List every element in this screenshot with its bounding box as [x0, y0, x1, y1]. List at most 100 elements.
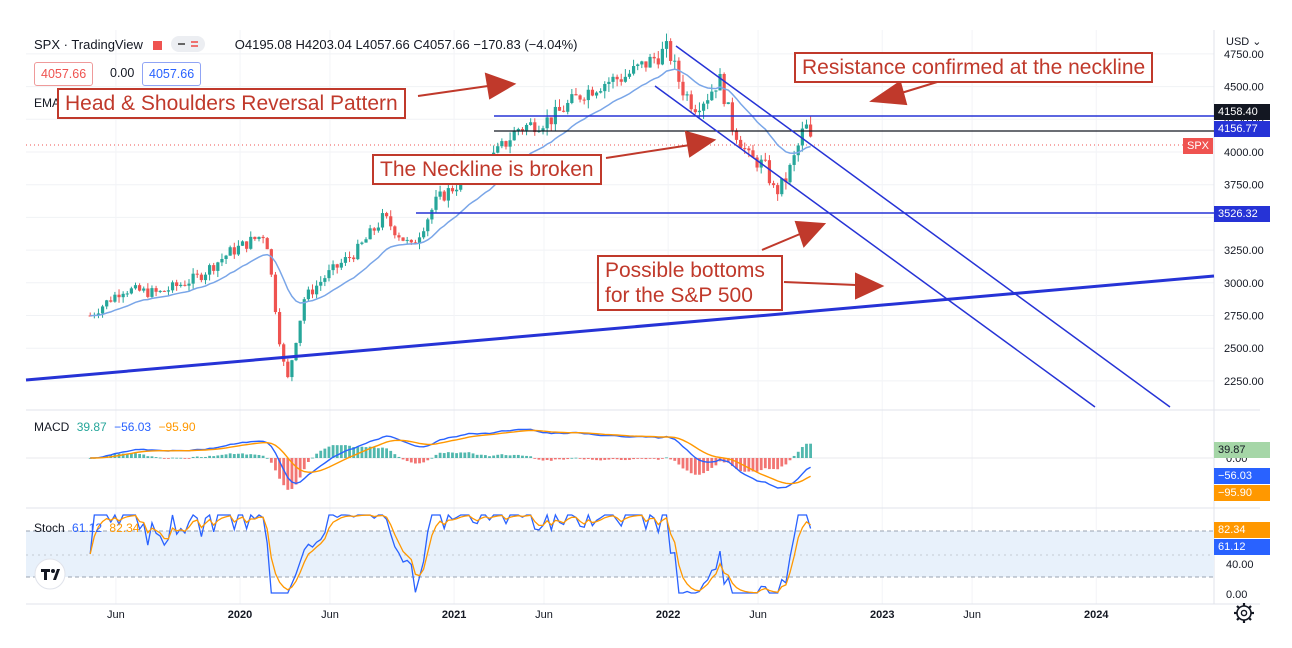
candle-body: [574, 94, 578, 96]
candle-body: [788, 164, 792, 183]
candle-body: [524, 124, 529, 131]
candle-body: [545, 117, 549, 129]
buy-price-box[interactable]: 4057.66: [142, 62, 202, 86]
candle-body: [216, 262, 220, 271]
sell-price-box[interactable]: 4057.66: [34, 62, 94, 86]
macd-hist-bar: [158, 457, 162, 459]
macd-hist-bar: [784, 458, 788, 465]
candle-body: [743, 148, 747, 150]
macd-hist-bar: [768, 458, 771, 470]
candle-body: [384, 213, 389, 217]
candle-body: [368, 228, 372, 240]
currency-selector[interactable]: USD ⌄: [1226, 35, 1262, 48]
macd-hist-bar: [726, 458, 730, 463]
candle-body: [496, 146, 500, 153]
candle-body: [393, 226, 397, 236]
price-tag-neckline: 4156.77: [1214, 121, 1270, 137]
candle-body: [125, 293, 129, 295]
candle-body: [158, 290, 162, 292]
macd-hist-bar: [751, 458, 755, 472]
candle-body: [339, 262, 343, 268]
macd-hist-bar: [269, 458, 273, 463]
arrowhead-resistance: [869, 80, 908, 106]
candle-body: [228, 247, 232, 256]
candle-body: [166, 290, 171, 292]
square-dot-icon[interactable]: [152, 38, 162, 53]
candle-body: [129, 288, 133, 294]
macd-hist-bar: [319, 450, 323, 458]
y-tick-label: 2250.00: [1224, 376, 1264, 388]
macd-hist-bar: [488, 456, 491, 458]
macd-hist-bar: [356, 446, 360, 458]
callout-neckline: The Neckline is broken: [372, 154, 602, 185]
stoch-label: Stoch 61.12 82.34: [34, 521, 139, 535]
macd-label: MACD 39.87 −56.03 −95.90: [34, 420, 196, 434]
macd-hist-bar: [525, 455, 528, 458]
macd-hist-bar: [278, 458, 281, 479]
macd-hist-bar: [611, 458, 615, 460]
candle-body: [183, 284, 187, 286]
macd-hist-bar: [339, 445, 343, 458]
macd-hist-bar: [693, 458, 697, 475]
macd-hist-bar: [162, 458, 166, 459]
compare-icon[interactable]: [171, 36, 206, 55]
macd-hist-bar: [619, 458, 623, 460]
macd-hist-bar: [792, 455, 796, 458]
y-tick-label: 3250.00: [1224, 245, 1264, 257]
macd-signal-line: [90, 429, 811, 485]
macd-hist-bar: [381, 447, 384, 458]
ohlc-close: C4057.66: [413, 36, 470, 52]
macd-hist-bar: [327, 446, 331, 458]
macd-hist-bar: [632, 458, 635, 460]
candle-body: [265, 238, 269, 250]
candle-body: [603, 83, 607, 92]
candle-body: [273, 274, 278, 313]
y-tick-label: 2500.00: [1224, 343, 1264, 355]
symbol-title[interactable]: SPX · TradingView: [34, 36, 143, 52]
macd-hist-bar: [467, 452, 471, 458]
candle-body: [277, 312, 282, 345]
candle-body: [669, 41, 673, 62]
candle-body: [454, 189, 459, 192]
macd-hist-bar: [220, 454, 224, 458]
gear-icon[interactable]: [1234, 603, 1254, 623]
candle-body: [673, 60, 677, 62]
stoch-band: [26, 531, 1214, 577]
candle-body: [755, 157, 759, 168]
candle-body: [747, 148, 751, 151]
currency-label: USD: [1226, 36, 1250, 48]
candle-body: [245, 241, 249, 249]
macd-hist-bar: [636, 458, 640, 459]
candle-body: [133, 285, 138, 289]
candle-body: [450, 188, 455, 192]
macd-hist-bar: [335, 445, 339, 458]
arrowhead-neckline: [684, 130, 717, 158]
y-tick-label: 4000.00: [1224, 147, 1264, 159]
candle-body: [343, 257, 348, 263]
macd-hist-bar: [541, 458, 545, 461]
ohlc-change: −170.83 (−4.04%): [473, 36, 578, 52]
macd-hist-bar: [681, 458, 685, 469]
macd-hist-bar: [446, 452, 450, 458]
candle-body: [627, 73, 632, 77]
macd-hist-bar: [578, 458, 582, 459]
candle-body: [191, 273, 195, 284]
macd-hist-bar: [179, 457, 183, 459]
candle-body: [640, 61, 644, 65]
candle-body: [767, 160, 772, 184]
candle-body: [557, 106, 562, 111]
macd-hist-bar: [685, 458, 689, 471]
candle-body: [376, 227, 380, 231]
macd-hist-bar: [241, 453, 244, 458]
candle-body: [664, 41, 669, 49]
candle-body: [611, 76, 615, 82]
candle-body: [249, 236, 253, 249]
candle-body: [689, 94, 693, 110]
macd-hist-bar: [595, 458, 598, 461]
macd-hist-bar: [698, 458, 701, 475]
macd-hist-bar: [656, 458, 660, 460]
annotation-arrows: [417, 72, 948, 300]
chart-header: SPX · TradingView O4195.08 H4203.04 L405…: [34, 36, 577, 55]
x-tick-label: 2022: [656, 609, 680, 621]
macd-hist-bar: [553, 458, 557, 460]
